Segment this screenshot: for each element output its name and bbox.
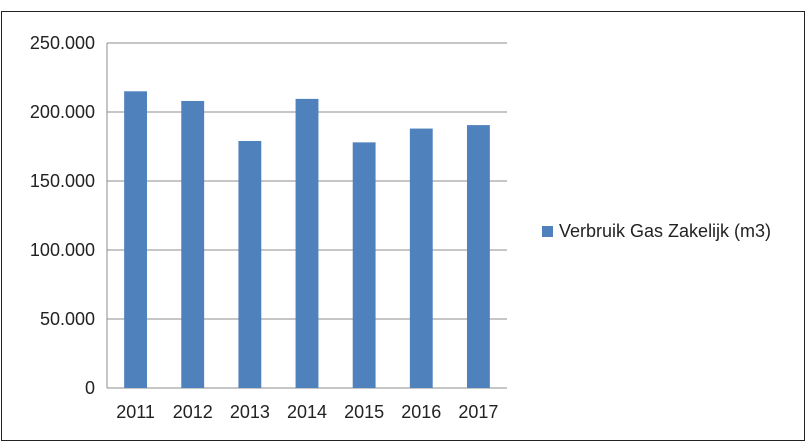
x-tick-label: 2016 bbox=[401, 402, 441, 422]
x-tick-labels: 2011 2012 2013 2014 2015 2016 2017 bbox=[116, 402, 498, 422]
legend: Verbruik Gas Zakelijk (m3) bbox=[542, 221, 771, 242]
bar bbox=[181, 100, 205, 389]
bar-chart: 0 50.000 100.000 150.000 200.000 250.000 2011… bbox=[30, 33, 507, 422]
legend-label: Verbruik Gas Zakelijk (m3) bbox=[559, 221, 772, 241]
x-tick-label: 2015 bbox=[344, 402, 384, 422]
x-tick-label: 2012 bbox=[173, 402, 213, 422]
bar bbox=[409, 128, 433, 388]
bars bbox=[124, 91, 490, 389]
bar bbox=[467, 125, 490, 389]
legend-swatch bbox=[542, 226, 553, 237]
y-tick-label: 100.000 bbox=[30, 240, 95, 260]
x-tick-label: 2014 bbox=[287, 402, 327, 422]
y-tick-label: 150.000 bbox=[30, 171, 95, 191]
y-tick-label: 50.000 bbox=[40, 309, 95, 329]
bar bbox=[238, 140, 262, 388]
y-tick-labels: 0 50.000 100.000 150.000 200.000 250.000 bbox=[30, 33, 95, 398]
bar bbox=[352, 142, 376, 388]
bar bbox=[124, 91, 147, 389]
y-tick-label: 200.000 bbox=[30, 102, 95, 122]
x-tick-label: 2017 bbox=[458, 402, 498, 422]
y-tick-label: 250.000 bbox=[30, 33, 95, 53]
y-tick-label: 0 bbox=[85, 378, 95, 398]
x-tick-label: 2013 bbox=[230, 402, 270, 422]
bar bbox=[295, 98, 319, 388]
x-tick-label: 2011 bbox=[116, 402, 155, 422]
